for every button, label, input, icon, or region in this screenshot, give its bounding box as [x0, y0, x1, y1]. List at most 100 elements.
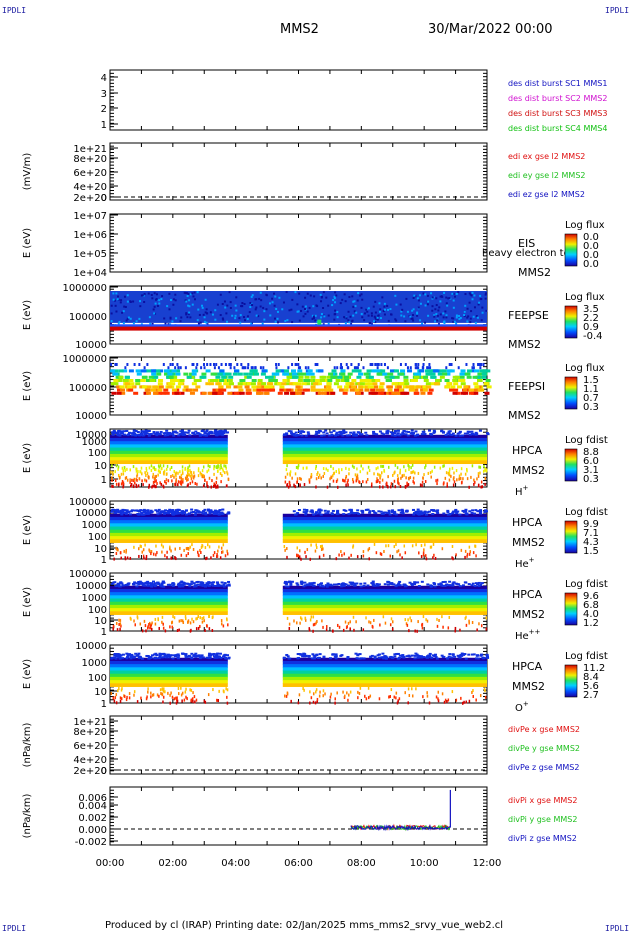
spectro-pixel — [162, 656, 166, 659]
spectro-pixel — [316, 656, 320, 659]
spectro-pixel — [402, 655, 406, 658]
spectro-pixel — [397, 582, 401, 585]
spectro-pixel — [484, 695, 487, 699]
spectro-pixel — [404, 430, 408, 433]
spectro-pixel — [384, 621, 387, 625]
spectro-pixel — [375, 433, 379, 436]
spectro-pixel — [133, 693, 135, 697]
spectro-pixel — [477, 372, 483, 376]
spectro-pixel — [479, 510, 483, 513]
spectro-pixel — [194, 511, 198, 514]
spectro-pixel — [201, 429, 205, 432]
spectro-pixel — [279, 385, 285, 389]
y-tick-label: 2 — [101, 104, 107, 115]
spectro-pixel — [244, 375, 250, 379]
spectro-pixel — [115, 310, 118, 313]
spectro-pixel — [133, 391, 139, 395]
spectro-pixel — [387, 465, 390, 469]
spectro-pixel — [295, 465, 298, 469]
spectro-pixel — [400, 508, 404, 511]
spectro-pixel — [304, 513, 308, 516]
spectro-pixel — [179, 470, 181, 474]
spectro-pixel — [115, 693, 118, 697]
spectro-pixel — [110, 470, 112, 474]
spectro-pixel — [175, 478, 178, 482]
spectro-pixel — [233, 385, 239, 389]
spectro-pixel — [195, 509, 199, 512]
spectro-pixel — [190, 698, 193, 702]
spectro-pixel — [404, 691, 406, 695]
spectro-pixel — [425, 557, 428, 561]
spectro-pixel — [393, 655, 397, 658]
spectro-pixel — [124, 469, 126, 473]
spectro-pixel — [227, 511, 231, 514]
spectro-pixel — [210, 511, 214, 514]
spectro-pixel — [428, 363, 431, 366]
spectro-pixel — [358, 388, 364, 392]
spectro-pixel — [300, 434, 304, 437]
spectro-pixel — [220, 513, 224, 516]
spectro-pixel — [297, 430, 301, 433]
spectro-pixel — [400, 476, 402, 480]
spectro-pixel — [205, 369, 211, 373]
spectro-pixel — [165, 429, 169, 432]
spectro-pixel — [213, 482, 215, 486]
spectro-pixel — [454, 626, 457, 630]
spectro-pixel — [145, 479, 148, 483]
spectro-pixel — [155, 544, 157, 548]
spectro-pixel — [381, 478, 384, 482]
spectro-pixel — [148, 623, 150, 627]
spectro-pixel — [191, 303, 194, 306]
spectro-pixel — [437, 372, 443, 376]
spectro-pixel — [135, 382, 141, 386]
spectro-pixel — [143, 509, 147, 512]
spectro-pixel — [319, 293, 322, 296]
spectro-pixel — [120, 299, 123, 302]
spectro-pixel — [452, 510, 456, 513]
spectro-pixel — [300, 581, 304, 584]
spectro-pixel — [295, 582, 299, 585]
spectro-band — [110, 441, 228, 445]
spectro-pixel — [406, 434, 410, 437]
spectro-pixel — [171, 695, 174, 699]
spectro-pixel — [474, 321, 477, 324]
spectro-pixel — [442, 316, 445, 319]
spectro-pixel — [201, 512, 205, 515]
y-axis-label: E (eV) — [22, 659, 33, 689]
spectro-pixel — [400, 369, 406, 373]
spectro-pixel — [371, 363, 374, 366]
spectro-pixel — [142, 434, 146, 437]
spectro-pixel — [445, 471, 448, 475]
y-tick-label: 10000 — [75, 430, 107, 441]
spectro-pixel — [429, 471, 432, 475]
spectro-pixel — [456, 510, 460, 513]
spectro-band — [282, 592, 487, 596]
spectro-pixel — [168, 375, 174, 379]
spectro-pixel — [305, 508, 309, 511]
spectro-pixel — [411, 687, 413, 691]
spectro-pixel — [343, 293, 346, 296]
spectro-pixel — [391, 627, 394, 631]
spectro-pixel — [171, 625, 174, 629]
spectro-pixel — [152, 472, 155, 476]
spectro-pixel — [186, 474, 189, 478]
spectro-pixel — [369, 694, 372, 698]
spectro-pixel — [326, 512, 330, 515]
colorbar-value: 6.0 — [583, 456, 599, 467]
spectro-pixel — [476, 583, 480, 586]
spectro-pixel — [484, 468, 486, 472]
spectro-pixel — [468, 391, 474, 395]
spectro-pixel — [110, 509, 114, 512]
spectro-band — [110, 588, 228, 593]
spectro-pixel — [237, 372, 243, 376]
spectro-pixel — [191, 543, 193, 547]
spectro-pixel — [389, 695, 392, 699]
species-label: H+ — [515, 484, 529, 498]
spectro-pixel — [141, 582, 145, 585]
spectro-pixel — [206, 470, 208, 474]
spectro-pixel — [296, 310, 299, 313]
spectro-pixel — [470, 511, 474, 514]
spectro-pixel — [223, 300, 226, 303]
spectro-pixel — [163, 388, 169, 392]
spectro-pixel — [359, 585, 363, 588]
